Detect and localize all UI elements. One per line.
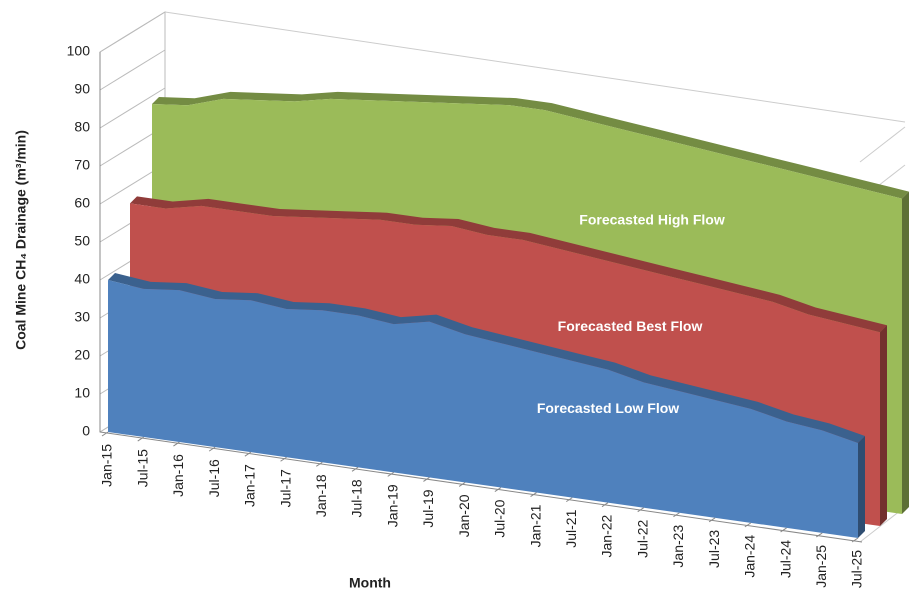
x-tick (173, 441, 180, 447)
x-tick (601, 502, 609, 508)
x-tick-label: Jan-15 (99, 444, 115, 487)
x-tick (530, 492, 537, 497)
area-side (880, 325, 887, 526)
x-tick-label: Jan-21 (527, 504, 543, 547)
x-tick (458, 482, 466, 487)
x-tick (208, 446, 216, 452)
x-tick-label: Jan-22 (599, 514, 615, 557)
x-tick (280, 456, 287, 462)
x-tick (316, 461, 323, 467)
x-tick (137, 436, 144, 442)
y-tick-label: 20 (74, 347, 90, 363)
y-tick-label: 80 (74, 119, 90, 135)
x-tick-label: Jan-23 (670, 525, 686, 568)
area-side (858, 436, 865, 538)
x-tick (780, 527, 787, 533)
x-tick-label: Jul-16 (206, 459, 222, 497)
y-tick-label: 60 (74, 195, 90, 211)
x-tick (744, 522, 752, 528)
grid-line (99, 49, 166, 91)
x-tick-label: Jul-20 (492, 499, 508, 537)
y-tick-label: 30 (74, 309, 90, 325)
x-tick (673, 512, 680, 518)
x-tick-label: Jul-21 (563, 509, 579, 547)
x-tick-label: Jul-24 (777, 540, 793, 578)
series-label: Forecasted Best Flow (558, 318, 703, 334)
x-tick-label: Jan-18 (313, 474, 329, 517)
y-axis-title: Coal Mine CH₄ Drainage (m³/min) (13, 130, 29, 350)
grid-line (99, 11, 166, 53)
x-tick-label: Jul-25 (849, 550, 865, 588)
x-axis-title: Month (349, 575, 391, 591)
grid-line (99, 87, 166, 129)
y-tick-label: 50 (74, 233, 90, 249)
back-wall-top (164, 11, 906, 123)
floor-edge (99, 431, 863, 543)
x-tick (851, 537, 859, 543)
x-tick-label: Jul-22 (634, 520, 650, 558)
y-tick-label: 100 (67, 43, 91, 59)
area (108, 280, 858, 538)
x-tick-label: Jul-17 (277, 469, 293, 507)
x-tick (387, 471, 394, 477)
x-tick (566, 497, 573, 503)
x-tick-label: Jan-17 (242, 464, 258, 507)
x-tick (637, 507, 644, 513)
grid-line (859, 126, 906, 163)
y-tick-label: 0 (82, 423, 90, 439)
y-tick-label: 40 (74, 271, 90, 287)
x-tick (423, 477, 430, 482)
x-tick (708, 517, 716, 523)
x-tick-label: Jan-20 (456, 494, 472, 537)
x-tick (494, 487, 502, 492)
series-label: Forecasted Low Flow (537, 400, 679, 416)
y-tick-label: 70 (74, 157, 90, 173)
x-tick (244, 451, 252, 457)
x-tick (816, 532, 823, 538)
x-tick-label: Jan-16 (170, 454, 186, 497)
x-tick-label: Jul-15 (134, 449, 150, 487)
x-tick (351, 466, 359, 472)
x-tick-label: Jan-19 (384, 484, 400, 527)
x-tick-label: Jan-24 (742, 535, 758, 578)
series-label: Forecasted High Flow (579, 211, 725, 227)
x-tick-label: Jan-25 (813, 545, 829, 588)
x-tick (101, 431, 109, 437)
x-tick-label: Jul-19 (420, 489, 436, 527)
area-top (108, 273, 865, 443)
area-side (902, 191, 909, 514)
y-tick-label: 90 (74, 81, 90, 97)
y-tick-label: 10 (74, 385, 90, 401)
x-tick-label: Jul-23 (706, 530, 722, 568)
x-tick-label: Jul-18 (349, 479, 365, 517)
